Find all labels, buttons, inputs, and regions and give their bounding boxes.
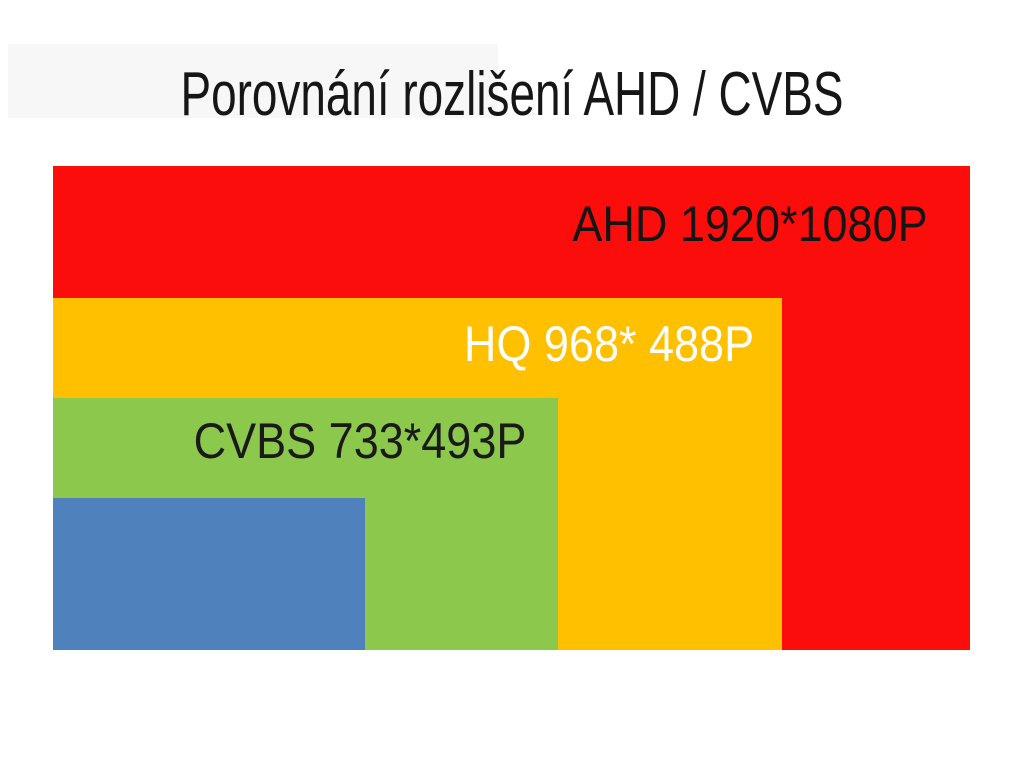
label-cvbs: CVBS 733*493P [193,413,527,469]
label-ahd: AHD 1920*1080P [572,196,928,252]
rect-unlabeled-blue [53,498,365,650]
background-artifact [8,44,498,118]
label-hq: HQ 968* 488P [463,316,755,372]
slide-title: Porovnání rozlišení AHD / CVBS [180,60,844,129]
